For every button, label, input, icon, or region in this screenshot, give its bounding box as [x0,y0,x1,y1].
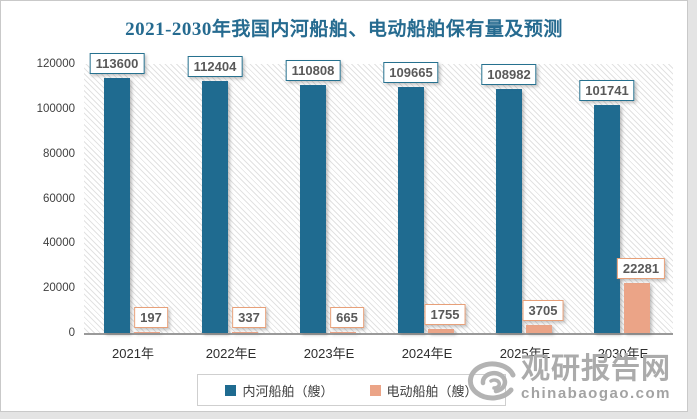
bar-series1-2030年E [624,283,650,333]
bar-series1-2025年E [526,325,552,333]
y-axis-tick: 80000 [43,147,75,160]
y-axis-tick: 100000 [36,102,75,115]
bar-series1-2021年 [134,332,160,333]
value-label-series1-2025年E: 3705 [522,300,564,321]
bar-series0-2021年 [104,78,130,333]
x-axis-label: 2025年E [499,346,551,361]
value-label-series0-2025年E: 108982 [481,64,537,85]
value-label-series1-2024年E: 1755 [424,304,466,325]
legend: 内河船舶（艘） 电动船舶（艘） [197,374,506,406]
y-axis-tick: 60000 [43,192,75,205]
value-label-series1-2030年E: 22281 [616,258,666,279]
bar-series0-2023年E [300,85,326,333]
value-label-series1-2021年: 197 [134,307,168,328]
watermark-domain: chinabaogao.com [521,385,672,402]
bar-series1-2023年E [330,332,356,333]
value-label-series0-2024年E: 109665 [383,62,439,83]
y-axis-tick: 0 [68,327,75,339]
legend-swatch-icon [369,384,381,396]
plot-area: 113600 197 2021年 112404 337 2022年E 110808 665 20… [84,53,673,361]
y-axis-tick: 120000 [36,58,75,70]
value-label-series0-2021年: 113600 [89,53,145,74]
legend-label: 内河船舶（艘） [242,383,334,399]
bar-series0-2030年E [594,105,620,333]
x-axis-label: 2022年E [205,346,257,361]
bar-series1-2024年E [428,329,454,333]
value-label-series0-2022年E: 112404 [187,56,243,77]
x-axis-label: 2030年E [597,346,649,361]
x-axis-label: 2024年E [401,346,453,361]
value-label-series1-2023年E: 665 [330,307,364,328]
legend-swatch-icon [225,384,237,396]
legend-item-series0: 内河船舶（艘） [225,381,334,400]
bar-series1-2022年E [232,332,258,333]
legend-label: 电动船舶（艘） [386,383,478,399]
bar-series0-2024年E [398,87,424,333]
chart-title: 2021-2030年我国内河船舶、电动船舶保有量及预测 [125,19,563,40]
value-label-series0-2023年E: 110808 [285,60,341,81]
chart-card: 2021-2030年我国内河船舶、电动船舶保有量及预测 113600 197 202… [0,0,688,412]
bar-series0-2022年E [202,81,228,333]
value-label-series1-2022年E: 337 [232,307,266,328]
y-axis-tick: 40000 [43,237,75,250]
y-axis-tick: 20000 [43,282,75,295]
x-axis-label: 2023年E [303,346,355,361]
x-axis-label: 2021年 [112,346,154,361]
legend-item-series1: 电动船舶（艘） [369,381,478,400]
value-label-series0-2030年E: 101741 [579,80,635,101]
bar-series0-2025年E [496,89,522,333]
